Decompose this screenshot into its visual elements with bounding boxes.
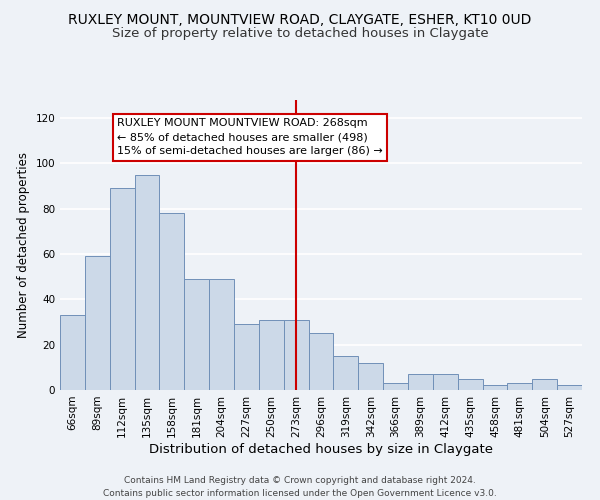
Text: Contains HM Land Registry data © Crown copyright and database right 2024.
Contai: Contains HM Land Registry data © Crown c… — [103, 476, 497, 498]
Bar — [110, 188, 134, 390]
Bar — [433, 374, 458, 390]
Bar — [334, 356, 358, 390]
Bar — [234, 324, 259, 390]
Bar — [160, 214, 184, 390]
Bar — [259, 320, 284, 390]
Bar — [383, 383, 408, 390]
Text: Size of property relative to detached houses in Claygate: Size of property relative to detached ho… — [112, 28, 488, 40]
Bar — [209, 279, 234, 390]
Text: RUXLEY MOUNT MOUNTVIEW ROAD: 268sqm
← 85% of detached houses are smaller (498)
1: RUXLEY MOUNT MOUNTVIEW ROAD: 268sqm ← 85… — [117, 118, 383, 156]
Bar — [134, 175, 160, 390]
X-axis label: Distribution of detached houses by size in Claygate: Distribution of detached houses by size … — [149, 442, 493, 456]
Bar — [85, 256, 110, 390]
Bar — [284, 320, 308, 390]
Bar — [458, 378, 482, 390]
Bar — [358, 363, 383, 390]
Y-axis label: Number of detached properties: Number of detached properties — [17, 152, 30, 338]
Bar — [508, 383, 532, 390]
Bar — [557, 386, 582, 390]
Bar — [532, 378, 557, 390]
Bar — [308, 334, 334, 390]
Bar — [184, 279, 209, 390]
Text: RUXLEY MOUNT, MOUNTVIEW ROAD, CLAYGATE, ESHER, KT10 0UD: RUXLEY MOUNT, MOUNTVIEW ROAD, CLAYGATE, … — [68, 12, 532, 26]
Bar — [60, 315, 85, 390]
Bar — [482, 386, 508, 390]
Bar — [408, 374, 433, 390]
